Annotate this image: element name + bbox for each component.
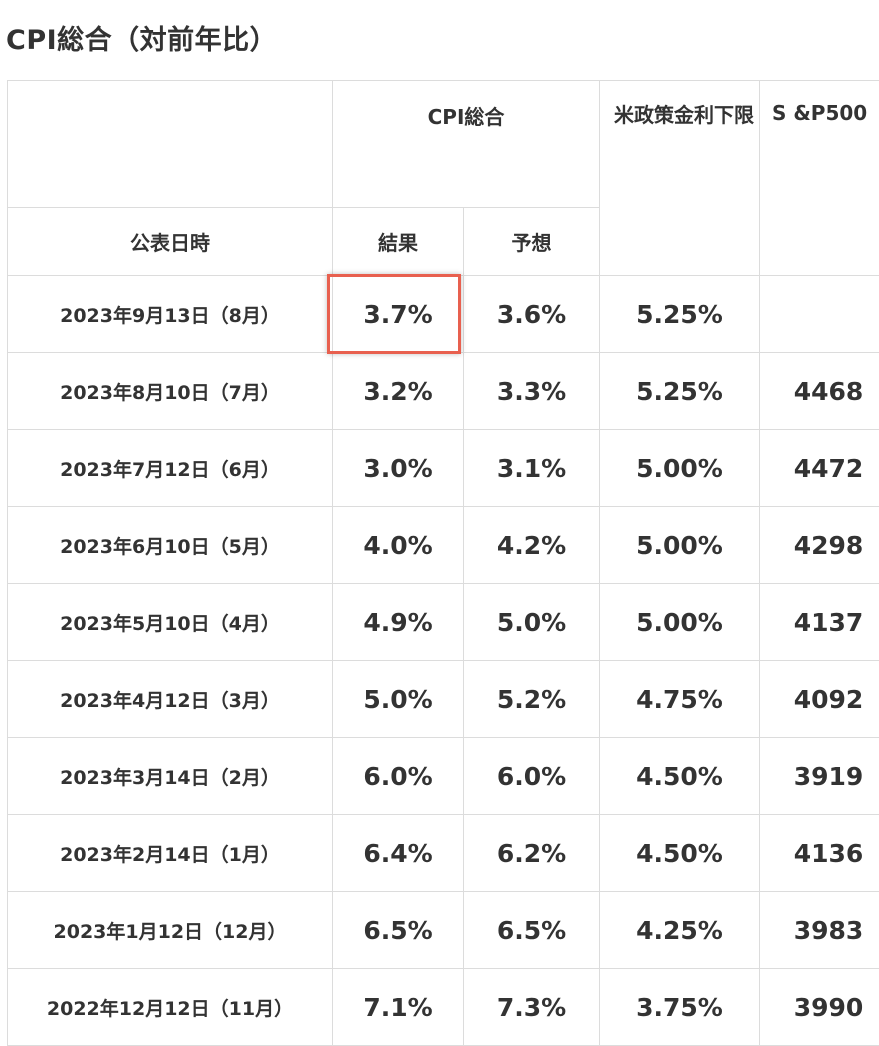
forecast-cell: 5.2%: [464, 661, 600, 738]
forecast-cell: 7.3%: [464, 969, 600, 1046]
date-cell: 2023年1月12日（12月）: [8, 892, 333, 969]
page-title: CPI総合（対前年比）: [6, 18, 277, 57]
date-cell: 2023年3月14日（2月）: [8, 738, 333, 815]
sp500-cell: 4092: [760, 661, 879, 738]
table-row: 2023年2月14日（1月）6.4%6.2%4.50%4136: [8, 815, 879, 892]
result-cell: 6.0%: [333, 738, 464, 815]
forecast-cell: 3.3%: [464, 353, 600, 430]
header-cpi-total: CPI総合: [333, 81, 600, 208]
policy-rate-cell: 4.25%: [600, 892, 760, 969]
forecast-cell: 5.0%: [464, 584, 600, 661]
policy-rate-cell: 4.75%: [600, 661, 760, 738]
sp500-cell: 3990: [760, 969, 879, 1046]
result-cell: 3.0%: [333, 430, 464, 507]
forecast-cell: 6.5%: [464, 892, 600, 969]
result-cell: 3.7%: [333, 276, 464, 353]
result-cell: 3.2%: [333, 353, 464, 430]
policy-rate-cell: 5.25%: [600, 353, 760, 430]
forecast-cell: 3.1%: [464, 430, 600, 507]
cpi-table-body: CPI総合 米政策金利下限 S &P500 公表日時 結果 予想 2023年9月…: [8, 81, 879, 1046]
forecast-cell: 6.0%: [464, 738, 600, 815]
policy-rate-cell: 4.50%: [600, 738, 760, 815]
header-date: 公表日時: [8, 208, 333, 276]
table-row: 2023年3月14日（2月）6.0%6.0%4.50%3919: [8, 738, 879, 815]
result-cell: 6.5%: [333, 892, 464, 969]
header-row-1: CPI総合 米政策金利下限 S &P500: [8, 81, 879, 208]
date-cell: 2023年8月10日（7月）: [8, 353, 333, 430]
sp500-cell: 4468: [760, 353, 879, 430]
cpi-table: CPI総合 米政策金利下限 S &P500 公表日時 結果 予想 2023年9月…: [7, 80, 879, 1046]
sp500-cell: 4137: [760, 584, 879, 661]
date-cell: 2023年5月10日（4月）: [8, 584, 333, 661]
policy-rate-cell: 5.25%: [600, 276, 760, 353]
highlight-box: [327, 274, 461, 354]
policy-rate-cell: 5.00%: [600, 430, 760, 507]
table-row: 2023年5月10日（4月）4.9%5.0%5.00%4137: [8, 584, 879, 661]
sp500-cell: 4136: [760, 815, 879, 892]
header-empty-cell: [8, 81, 333, 208]
table-row: 2023年9月13日（8月）3.7%3.6%5.25%: [8, 276, 879, 353]
table-row: 2023年8月10日（7月）3.2%3.3%5.25%4468: [8, 353, 879, 430]
result-cell: 5.0%: [333, 661, 464, 738]
header-result: 結果: [333, 208, 464, 276]
policy-rate-cell: 3.75%: [600, 969, 760, 1046]
table-row: 2023年1月12日（12月）6.5%6.5%4.25%3983: [8, 892, 879, 969]
sp500-cell: [760, 276, 879, 353]
header-policy-rate-label: 米政策金利下限: [614, 103, 754, 127]
result-cell: 4.0%: [333, 507, 464, 584]
sp500-cell: 4298: [760, 507, 879, 584]
sp500-cell: 4472: [760, 430, 879, 507]
date-cell: 2023年2月14日（1月）: [8, 815, 333, 892]
table-row: 2023年7月12日（6月）3.0%3.1%5.00%4472: [8, 430, 879, 507]
header-policy-rate: 米政策金利下限: [600, 81, 760, 276]
forecast-cell: 3.6%: [464, 276, 600, 353]
table-row: 2023年6月10日（5月）4.0%4.2%5.00%4298: [8, 507, 879, 584]
date-cell: 2022年12月12日（11月）: [8, 969, 333, 1046]
date-cell: 2023年6月10日（5月）: [8, 507, 333, 584]
result-cell: 4.9%: [333, 584, 464, 661]
sp500-cell: 3919: [760, 738, 879, 815]
header-forecast: 予想: [464, 208, 600, 276]
header-sp500: S &P500: [760, 81, 879, 276]
policy-rate-cell: 5.00%: [600, 507, 760, 584]
forecast-cell: 6.2%: [464, 815, 600, 892]
date-cell: 2023年7月12日（6月）: [8, 430, 333, 507]
date-cell: 2023年9月13日（8月）: [8, 276, 333, 353]
result-cell: 7.1%: [333, 969, 464, 1046]
table-row: 2022年12月12日（11月）7.1%7.3%3.75%3990: [8, 969, 879, 1046]
result-cell: 6.4%: [333, 815, 464, 892]
policy-rate-cell: 5.00%: [600, 584, 760, 661]
sp500-cell: 3983: [760, 892, 879, 969]
date-cell: 2023年4月12日（3月）: [8, 661, 333, 738]
table-row: 2023年4月12日（3月）5.0%5.2%4.75%4092: [8, 661, 879, 738]
forecast-cell: 4.2%: [464, 507, 600, 584]
policy-rate-cell: 4.50%: [600, 815, 760, 892]
